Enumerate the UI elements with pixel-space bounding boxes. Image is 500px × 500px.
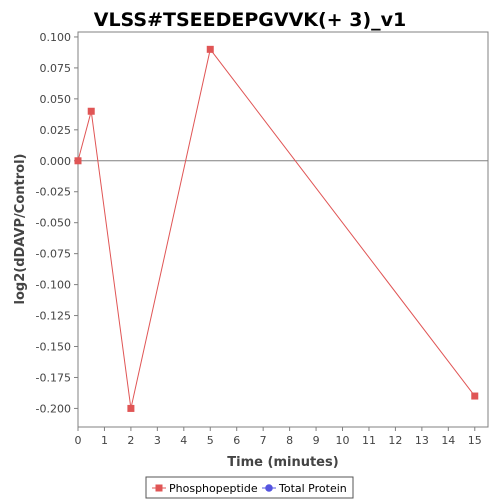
x-tick-label: 10 <box>336 434 350 447</box>
y-tick-label: -0.175 <box>36 371 71 384</box>
y-tick-label: -0.050 <box>36 217 71 230</box>
legend-marker-circle <box>265 484 273 492</box>
x-tick-label: 5 <box>207 434 214 447</box>
y-axis: 0.100 0.075 0.050 0.025 0.000 -0.025 -0.050 -0.… <box>36 31 78 415</box>
y-tick-label: -0.200 <box>36 402 71 415</box>
x-tick-label: 2 <box>127 434 134 447</box>
y-tick-label: 0.050 <box>40 93 72 106</box>
chart-title: VLSS#TSEEDEPGVVK(+ 3)_v1 <box>94 9 406 31</box>
y-tick-label: -0.125 <box>36 310 71 323</box>
x-tick-label: 8 <box>286 434 293 447</box>
y-tick-label: -0.075 <box>36 248 71 261</box>
legend-box <box>145 476 354 499</box>
data-point <box>87 107 95 115</box>
x-tick-label: 1 <box>101 434 108 447</box>
y-tick-label: 0.025 <box>40 124 72 137</box>
legend-label: Phosphopeptide <box>169 482 258 495</box>
data-point <box>471 392 479 400</box>
y-axis-label: log2(dDAVP/Control) <box>13 154 28 305</box>
data-point <box>127 404 135 412</box>
y-tick-label: 0.100 <box>40 31 72 44</box>
series-layer <box>74 45 479 412</box>
x-tick-label: 11 <box>362 434 376 447</box>
x-tick-label: 0 <box>75 434 82 447</box>
data-point <box>74 157 82 165</box>
y-tick-label: -0.150 <box>36 341 71 354</box>
x-tick-label: 15 <box>468 434 482 447</box>
x-tick-label: 6 <box>233 434 240 447</box>
plot-area <box>77 31 489 428</box>
data-point <box>206 45 214 53</box>
legend-label: Total Protein <box>278 482 347 495</box>
y-tick-label: 0.075 <box>40 62 72 75</box>
x-tick-label: 7 <box>260 434 267 447</box>
legend-marker-square <box>155 484 163 492</box>
x-tick-label: 4 <box>180 434 187 447</box>
y-tick-label: 0.000 <box>40 155 72 168</box>
x-axis-label: Time (minutes) <box>227 455 338 470</box>
x-tick-label: 9 <box>313 434 320 447</box>
x-tick-label: 3 <box>154 434 161 447</box>
x-tick-label: 12 <box>388 434 402 447</box>
y-tick-label: -0.100 <box>36 279 71 292</box>
x-tick-label: 13 <box>415 434 429 447</box>
y-tick-label: -0.025 <box>36 186 71 199</box>
legend: Phosphopeptide Total Protein <box>145 476 354 499</box>
x-tick-label: 14 <box>441 434 455 447</box>
x-axis: 0 1 2 3 4 5 6 7 8 9 10 11 12 13 14 15 <box>75 427 482 447</box>
